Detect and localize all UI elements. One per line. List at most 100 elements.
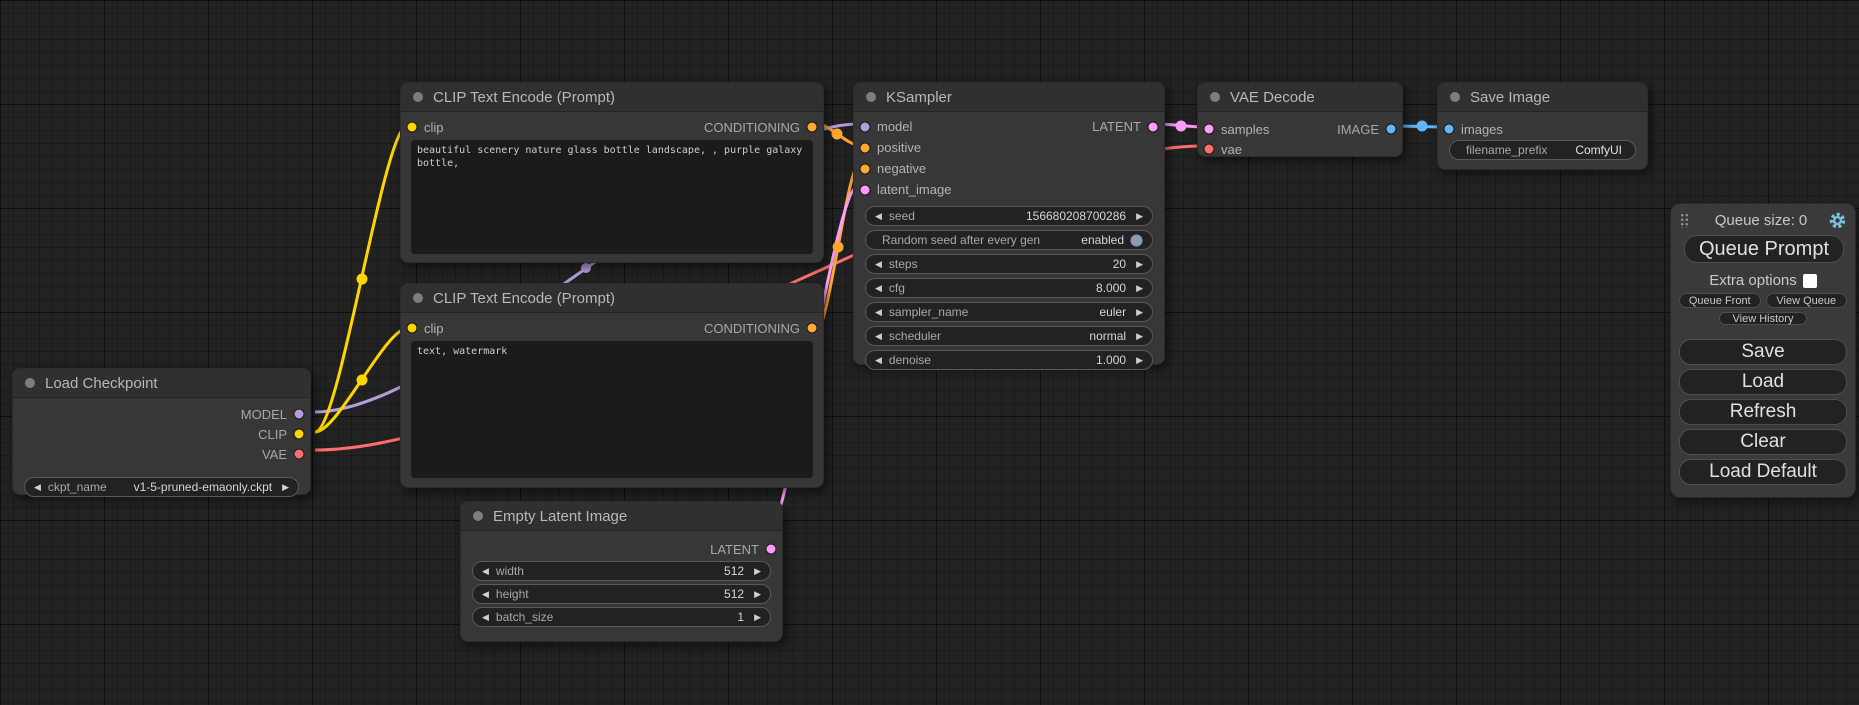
image-output-slot[interactable]: [1385, 123, 1397, 135]
widget-label: filename_prefix: [1466, 143, 1548, 157]
clear-button[interactable]: Clear: [1679, 429, 1847, 455]
decrement-arrow[interactable]: ◀: [875, 306, 882, 317]
cfg-widget[interactable]: ◀ cfg 8.000 ▶: [865, 278, 1153, 298]
collapse-dot[interactable]: [412, 91, 424, 103]
widget-value: ComfyUI: [1575, 143, 1622, 157]
node-title-bar[interactable]: Save Image: [1438, 83, 1647, 112]
widget-label: steps: [888, 257, 918, 271]
increment-arrow[interactable]: ▶: [1136, 210, 1143, 221]
model-input-slot[interactable]: [859, 121, 871, 133]
decrement-arrow[interactable]: ◀: [482, 588, 489, 599]
widget-label: ckpt_name: [47, 480, 107, 494]
denoise-widget[interactable]: ◀ denoise 1.000 ▶: [865, 350, 1153, 370]
collapse-dot[interactable]: [472, 510, 484, 522]
positive-input-slot[interactable]: [859, 142, 871, 154]
prompt-textarea[interactable]: beautiful scenery nature glass bottle la…: [411, 140, 813, 254]
input-label: negative: [877, 161, 927, 176]
widget-value: normal: [1089, 329, 1127, 343]
vae-output-slot[interactable]: [293, 448, 305, 460]
samples-input-slot[interactable]: [1203, 123, 1215, 135]
steps-widget[interactable]: ◀ steps 20 ▶: [865, 254, 1153, 274]
gear-icon[interactable]: [1829, 212, 1846, 229]
load-button[interactable]: Load: [1679, 369, 1847, 395]
input-label: clip: [424, 320, 444, 336]
node-title-bar[interactable]: CLIP Text Encode (Prompt): [401, 83, 823, 112]
clip-input-slot[interactable]: [406, 121, 418, 133]
latent-image-input-slot[interactable]: [859, 184, 871, 196]
images-input-slot[interactable]: [1443, 123, 1455, 135]
collapse-dot[interactable]: [1449, 91, 1461, 103]
scheduler-widget[interactable]: ◀ scheduler normal ▶: [865, 326, 1153, 346]
button-label: Load Default: [1709, 461, 1817, 482]
conditioning-output-slot[interactable]: [806, 121, 818, 133]
clip-input-slot[interactable]: [406, 322, 418, 334]
clip-output-slot[interactable]: [293, 428, 305, 440]
increment-arrow[interactable]: ▶: [754, 565, 761, 576]
batch-size-widget[interactable]: ◀ batch_size 1 ▶: [472, 607, 771, 627]
collapse-dot[interactable]: [865, 91, 877, 103]
increment-arrow[interactable]: ▶: [282, 481, 289, 492]
decrement-arrow[interactable]: ◀: [875, 330, 882, 341]
seed-widget[interactable]: ◀ seed 156680208700286 ▶: [865, 206, 1153, 226]
seed-control-widget[interactable]: Random seed after every gen enabled: [865, 230, 1153, 250]
toggle-circle[interactable]: [1130, 234, 1143, 247]
decrement-arrow[interactable]: ◀: [875, 258, 882, 269]
drag-handle-icon[interactable]: [1680, 213, 1689, 228]
button-label: View History: [1732, 312, 1794, 325]
collapse-dot[interactable]: [1209, 91, 1221, 103]
filename-prefix-widget[interactable]: filename_prefix ComfyUI: [1449, 140, 1636, 160]
increment-arrow[interactable]: ▶: [1136, 282, 1143, 293]
extra-options-checkbox[interactable]: [1802, 273, 1817, 288]
node-clip-text-encode-negative[interactable]: CLIP Text Encode (Prompt) clip CONDITION…: [400, 283, 824, 488]
queue-front-button[interactable]: Queue Front: [1679, 293, 1761, 308]
model-output-slot[interactable]: [293, 408, 305, 420]
increment-arrow[interactable]: ▶: [1136, 354, 1143, 365]
latent-output-slot[interactable]: [765, 543, 777, 555]
node-title-bar[interactable]: KSampler: [854, 83, 1164, 112]
prompt-textarea[interactable]: text, watermark: [411, 341, 813, 478]
increment-arrow[interactable]: ▶: [754, 588, 761, 599]
link-midpoint-dot: [831, 128, 843, 140]
latent-output-slot[interactable]: [1147, 121, 1159, 133]
increment-arrow[interactable]: ▶: [754, 611, 761, 622]
collapse-dot[interactable]: [412, 292, 424, 304]
node-title-bar[interactable]: Empty Latent Image: [461, 502, 782, 531]
node-clip-text-encode-positive[interactable]: CLIP Text Encode (Prompt) clip CONDITION…: [400, 82, 824, 263]
save-button[interactable]: Save: [1679, 339, 1847, 365]
increment-arrow[interactable]: ▶: [1136, 330, 1143, 341]
collapse-dot[interactable]: [24, 377, 36, 389]
decrement-arrow[interactable]: ◀: [482, 565, 489, 576]
load-default-button[interactable]: Load Default: [1679, 459, 1847, 485]
widget-value: 512: [724, 564, 745, 578]
vae-input-slot[interactable]: [1203, 143, 1215, 155]
node-load-checkpoint[interactable]: Load Checkpoint MODEL CLIP VAE ◀ ckpt_na…: [12, 368, 311, 497]
decrement-arrow[interactable]: ◀: [875, 354, 882, 365]
view-history-button[interactable]: View History: [1719, 312, 1807, 325]
widget-value: v1-5-pruned-emaonly.ckpt: [133, 480, 273, 494]
decrement-arrow[interactable]: ◀: [34, 481, 41, 492]
decrement-arrow[interactable]: ◀: [482, 611, 489, 622]
node-save-image[interactable]: Save Image images filename_prefix ComfyU…: [1437, 82, 1648, 170]
negative-input-slot[interactable]: [859, 163, 871, 175]
view-queue-button[interactable]: View Queue: [1765, 293, 1847, 308]
node-ksampler[interactable]: KSampler model LATENT positive negative …: [853, 82, 1165, 370]
node-vae-decode[interactable]: VAE Decode samples IMAGE vae: [1197, 82, 1403, 157]
increment-arrow[interactable]: ▶: [1136, 258, 1143, 269]
decrement-arrow[interactable]: ◀: [875, 282, 882, 293]
node-title-bar[interactable]: Load Checkpoint: [13, 369, 310, 398]
conditioning-output-slot[interactable]: [806, 322, 818, 334]
refresh-button[interactable]: Refresh: [1679, 399, 1847, 425]
queue-panel[interactable]: Queue size: 0 Queue Prompt Extra options…: [1670, 203, 1856, 498]
node-empty-latent-image[interactable]: Empty Latent Image LATENT ◀ width 512 ▶ …: [460, 501, 783, 642]
sampler-name-widget[interactable]: ◀ sampler_name euler ▶: [865, 302, 1153, 322]
node-title: Empty Latent Image: [493, 507, 628, 525]
node-title-bar[interactable]: CLIP Text Encode (Prompt): [401, 284, 823, 313]
increment-arrow[interactable]: ▶: [1136, 306, 1143, 317]
width-widget[interactable]: ◀ width 512 ▶: [472, 561, 771, 581]
queue-prompt-button[interactable]: Queue Prompt: [1684, 235, 1844, 263]
node-title-bar[interactable]: VAE Decode: [1198, 83, 1402, 112]
height-widget[interactable]: ◀ height 512 ▶: [472, 584, 771, 604]
decrement-arrow[interactable]: ◀: [875, 210, 882, 221]
ckpt-name-widget[interactable]: ◀ ckpt_name v1-5-pruned-emaonly.ckpt ▶: [24, 477, 299, 497]
